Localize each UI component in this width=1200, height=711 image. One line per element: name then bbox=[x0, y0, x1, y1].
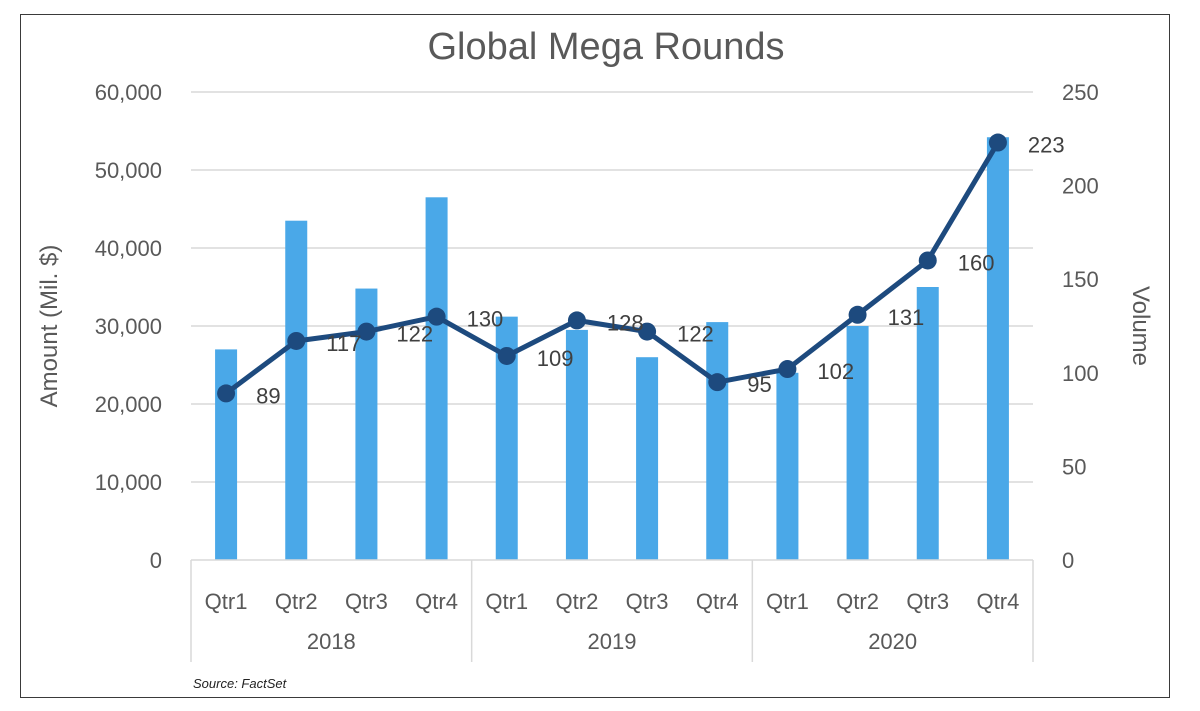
volume-data-label: 131 bbox=[888, 305, 925, 330]
volume-data-label: 89 bbox=[256, 383, 280, 408]
volume-marker bbox=[357, 322, 376, 341]
y2-tick-label: 50 bbox=[1062, 454, 1086, 479]
volume-marker bbox=[638, 322, 657, 341]
volume-data-label: 109 bbox=[537, 346, 574, 371]
y2-tick-label: 200 bbox=[1062, 174, 1099, 199]
bar bbox=[706, 322, 729, 560]
y2-tick-label: 100 bbox=[1062, 361, 1099, 386]
y2-tick-label: 250 bbox=[1062, 80, 1099, 105]
x-tick-label: Qtr4 bbox=[415, 589, 458, 614]
gridlines bbox=[191, 91, 1033, 483]
bar bbox=[495, 316, 518, 560]
y2-tick-label: 0 bbox=[1062, 548, 1074, 573]
bar bbox=[565, 329, 588, 560]
y-axis-title: Amount (Mil. $) bbox=[36, 245, 63, 408]
volume-marker bbox=[217, 384, 236, 403]
y-tick-label: 0 bbox=[150, 548, 162, 573]
line-series bbox=[217, 133, 1007, 403]
volume-marker bbox=[287, 331, 306, 350]
volume-data-label: 223 bbox=[1028, 133, 1065, 158]
y2-axis-title: Volume bbox=[1127, 286, 1154, 366]
bar bbox=[916, 287, 939, 560]
volume-data-label: 122 bbox=[677, 322, 714, 347]
y2-tick-label: 150 bbox=[1062, 267, 1099, 292]
volume-data-label: 128 bbox=[607, 310, 644, 335]
x-tick-label: Qtr1 bbox=[766, 589, 809, 614]
volume-marker bbox=[567, 311, 586, 330]
x-group-label: 2018 bbox=[307, 629, 356, 654]
bar bbox=[846, 326, 869, 560]
bar bbox=[776, 372, 799, 560]
y-tick-label: 50,000 bbox=[95, 158, 162, 183]
volume-marker bbox=[427, 307, 446, 326]
volume-data-label: 117 bbox=[326, 331, 361, 356]
y-tick-label: 20,000 bbox=[95, 392, 162, 417]
x-tick-label: Qtr3 bbox=[626, 589, 669, 614]
x-tick-label: Qtr3 bbox=[345, 589, 388, 614]
volume-data-label: 130 bbox=[467, 307, 504, 332]
x-tick-label: Qtr1 bbox=[205, 589, 248, 614]
bar bbox=[355, 288, 378, 560]
volume-marker bbox=[778, 360, 797, 379]
volume-marker bbox=[918, 251, 937, 270]
chart-frame bbox=[20, 14, 1170, 698]
volume-marker bbox=[988, 133, 1007, 152]
volume-data-label: 102 bbox=[817, 359, 854, 384]
y-tick-label: 30,000 bbox=[95, 314, 162, 339]
bar bbox=[636, 357, 659, 560]
y-tick-label: 40,000 bbox=[95, 236, 162, 261]
volume-marker bbox=[497, 346, 516, 365]
bar bbox=[425, 197, 448, 561]
volume-marker bbox=[708, 373, 727, 392]
x-tick-label: Qtr2 bbox=[556, 589, 599, 614]
axes: 0 10,000 20,000 30,000 40,000 50,000 60,000 0 50… bbox=[95, 80, 1099, 662]
x-group-label: 2019 bbox=[588, 629, 637, 654]
y-tick-label: 10,000 bbox=[95, 470, 162, 495]
data-labels: 89 117 122 130 109 128 122 95 102 131 160 223 bbox=[256, 133, 1065, 409]
bar bbox=[285, 220, 308, 560]
x-group-label: 2020 bbox=[868, 629, 917, 654]
chart-title: Global Mega Rounds bbox=[428, 26, 785, 68]
y-tick-label: 60,000 bbox=[95, 80, 162, 105]
source-note: Source: FactSet bbox=[193, 676, 287, 691]
x-tick-label: Qtr4 bbox=[696, 589, 739, 614]
bar bbox=[986, 137, 1009, 561]
volume-marker bbox=[848, 305, 867, 324]
volume-data-label: 160 bbox=[958, 250, 995, 275]
bar bbox=[215, 349, 238, 560]
x-tick-label: Qtr4 bbox=[977, 589, 1020, 614]
x-tick-label: Qtr1 bbox=[485, 589, 528, 614]
volume-line bbox=[224, 141, 1001, 396]
x-tick-label: Qtr2 bbox=[275, 589, 318, 614]
volume-data-label: 122 bbox=[396, 322, 433, 347]
x-tick-label: Qtr3 bbox=[906, 589, 949, 614]
x-tick-label: Qtr2 bbox=[836, 589, 879, 614]
volume-data-label: 95 bbox=[747, 372, 771, 397]
